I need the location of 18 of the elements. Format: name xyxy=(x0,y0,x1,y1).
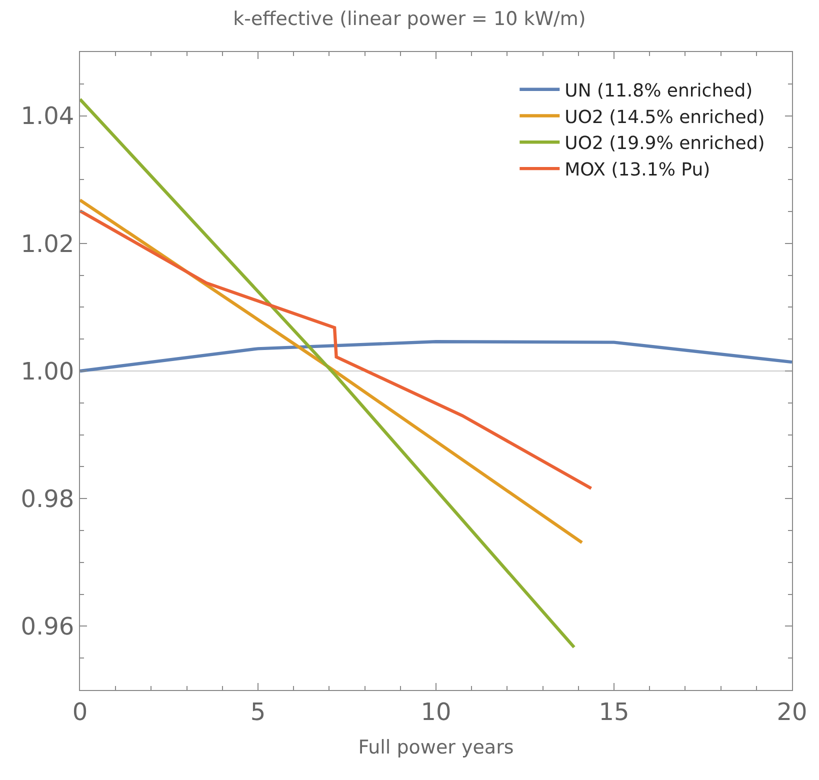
line-series xyxy=(80,209,593,490)
x-tick-label: 5 xyxy=(250,698,266,726)
y-tick-label: 0.98 xyxy=(20,485,74,513)
y-tick-label: 0.96 xyxy=(20,612,74,641)
line-series xyxy=(80,340,792,373)
y-tick-label: 1.04 xyxy=(20,102,74,130)
y-tick-label: 1.00 xyxy=(20,357,74,386)
legend-label: UO2 (14.5% enriched) xyxy=(564,106,765,128)
x-tick-label: 0 xyxy=(72,698,88,726)
x-tick-label: 10 xyxy=(420,698,452,726)
chart-title: k-effective (linear power = 10 kW/m) xyxy=(233,8,586,30)
y-tick-label: 1.02 xyxy=(20,230,74,258)
x-axis-title: Full power years xyxy=(358,736,514,759)
legend-label: UN (11.8% enriched) xyxy=(564,80,753,102)
legend-label: UO2 (19.9% enriched) xyxy=(564,133,765,154)
x-tick-label: 15 xyxy=(598,698,630,726)
legend-label: MOX (13.1% Pu) xyxy=(564,160,710,181)
x-tick-label: 20 xyxy=(776,698,808,726)
